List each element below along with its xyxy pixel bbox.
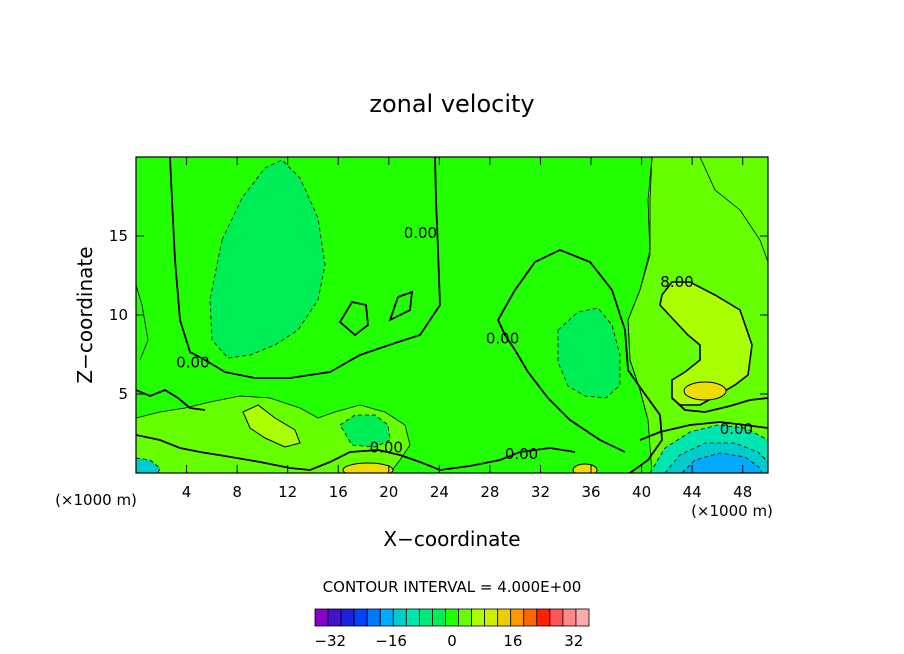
colorbar-swatch — [418, 608, 433, 627]
contour-interval-label: CONTOUR INTERVAL = 4.000E+00 — [323, 578, 582, 596]
colorbar-swatch — [353, 608, 368, 627]
y-axis-ticks: 5 10 15 — [109, 227, 768, 403]
x-axis-ticks: 4 8 12 16 20 24 28 32 36 40 44 48 — [182, 157, 752, 501]
contour-zero-blob-2 — [388, 290, 414, 322]
x-axis-label: X−coordinate — [383, 527, 520, 551]
field-max-yellow-bottom-1 — [342, 462, 394, 473]
contour-zero-low — [136, 434, 576, 471]
contour-field — [136, 157, 768, 473]
colorbar-swatch — [575, 608, 590, 627]
field-region-neg4-0-a — [209, 159, 326, 359]
contour-zero-right — [671, 397, 768, 413]
contour-zero-left-edge — [136, 388, 206, 411]
colorbar-swatch — [497, 608, 512, 627]
colorbar-swatch — [327, 608, 342, 627]
field-region-neg-left — [136, 457, 161, 473]
x-tick-label: 8 — [232, 483, 242, 501]
colorbar-swatch — [379, 608, 394, 627]
x-tick-label: 44 — [683, 483, 702, 501]
x-tick-label: 12 — [278, 483, 297, 501]
colorbar — [314, 608, 590, 627]
field-region-8-12 — [659, 281, 753, 406]
contour-label: 8.00 — [660, 273, 693, 291]
colorbar-ticks: −32 −16 0 16 32 — [314, 632, 583, 650]
colorbar-swatch — [445, 608, 459, 627]
field-region-neg-right-3 — [681, 452, 763, 473]
colorbar-swatch — [562, 608, 577, 627]
colorbar-swatch — [549, 608, 564, 627]
x-tick-label: 36 — [581, 483, 600, 501]
x-tick-label: 4 — [182, 483, 192, 501]
field-region-neg4-0-c — [339, 414, 391, 448]
colorbar-tick-label: 32 — [564, 632, 583, 650]
colorbar-tick-label: 0 — [447, 632, 457, 650]
x-tick-label: 24 — [430, 483, 449, 501]
field-max-yellow-right — [683, 381, 727, 401]
contour-zero-left — [169, 157, 441, 379]
colorbar-swatch — [471, 608, 486, 627]
colorbar-swatch — [484, 608, 499, 627]
y-tick-label: 15 — [109, 227, 128, 245]
colorbar-swatch — [523, 608, 538, 627]
colorbar-swatch — [314, 608, 329, 627]
contour-4-upper-right — [627, 157, 653, 421]
colorbar-tick-label: −16 — [375, 632, 407, 650]
colorbar-swatch — [405, 608, 420, 627]
colorbar-swatch — [340, 608, 355, 627]
contour-label: 0.00 — [370, 439, 403, 457]
field-region-neg4-0-b — [557, 307, 621, 399]
contour-zero-mid — [497, 249, 663, 473]
colorbar-tick-label: 16 — [503, 632, 522, 650]
colorbar-swatch — [432, 608, 446, 627]
field-region-yellow-left — [242, 404, 301, 448]
colorbar-swatch — [510, 608, 525, 627]
colorbar-swatch — [366, 608, 381, 627]
x-tick-label: 28 — [480, 483, 499, 501]
contour-zero-blob — [338, 300, 369, 337]
contour-label: 0.00 — [486, 330, 519, 348]
contour-4-left-edge — [136, 284, 149, 361]
colorbar-swatch — [536, 608, 551, 627]
contour-zero-right-low — [639, 421, 768, 441]
field-max-yellow-bottom-2 — [572, 463, 598, 473]
x-tick-label: 40 — [632, 483, 651, 501]
y-tick-label: 10 — [109, 306, 128, 324]
x-unit-left: (×1000 m) — [55, 491, 137, 509]
y-tick-label: 5 — [118, 385, 128, 403]
x-tick-label: 32 — [531, 483, 550, 501]
contour-label: 0.00 — [505, 445, 538, 463]
colorbar-swatch — [392, 608, 407, 627]
x-unit-right: (×1000 m) — [691, 502, 773, 520]
contour-label: 0.00 — [176, 353, 209, 371]
contour-labels: 0.00 0.00 0.00 0.00 0.00 0.00 8.00 — [176, 224, 753, 463]
contour-4-right-edge — [699, 157, 768, 263]
contour-label: 0.00 — [404, 224, 437, 242]
colorbar-tick-label: −32 — [314, 632, 346, 650]
contour-label: 0.00 — [720, 420, 753, 438]
x-tick-label: 16 — [329, 483, 348, 501]
y-axis-label: Z−coordinate — [73, 246, 97, 383]
contour-zero-mid-2 — [497, 319, 626, 453]
x-tick-label: 20 — [379, 483, 398, 501]
colorbar-swatch — [458, 608, 472, 627]
chart-title: zonal velocity — [369, 90, 534, 118]
x-tick-label: 48 — [733, 483, 752, 501]
